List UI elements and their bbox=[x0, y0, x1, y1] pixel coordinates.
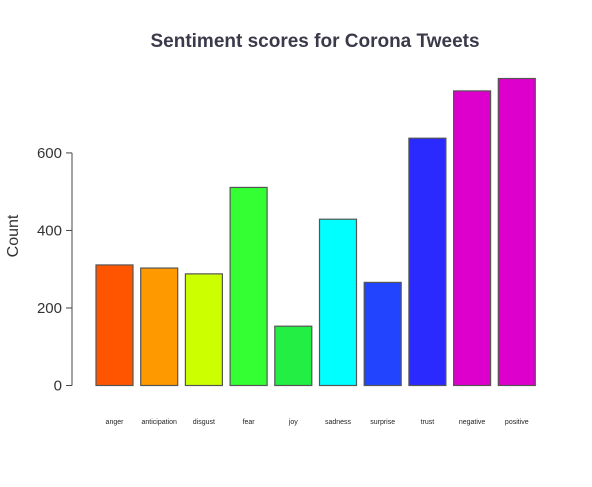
y-tick-label: 400 bbox=[37, 222, 62, 239]
bar-negative bbox=[453, 90, 492, 387]
bar-anticipation bbox=[140, 267, 179, 387]
bar-surprise bbox=[363, 281, 402, 387]
x-tick-label-disgust: disgust bbox=[193, 419, 215, 426]
chart-title: Sentiment scores for Corona Tweets bbox=[150, 31, 479, 52]
bar-trust bbox=[408, 137, 447, 387]
y-tick-label: 200 bbox=[37, 300, 62, 317]
x-tick-label-positive: positive bbox=[505, 419, 529, 426]
x-tick-label-trust: trust bbox=[421, 419, 435, 426]
x-tick-label-anticipation: anticipation bbox=[141, 419, 177, 426]
bar-joy bbox=[274, 325, 313, 387]
x-tick-label-anger: anger bbox=[106, 419, 125, 426]
x-tick-label-negative: negative bbox=[459, 419, 486, 426]
bar-positive bbox=[497, 77, 536, 387]
bar-disgust bbox=[184, 273, 223, 387]
y-axis: 0 200 400 600 bbox=[37, 145, 73, 395]
x-tick-label-sadness: sadness bbox=[325, 419, 352, 426]
bar-anger bbox=[95, 264, 134, 387]
y-tick-label: 600 bbox=[37, 145, 62, 162]
bar-fear bbox=[229, 186, 268, 387]
x-tick-labels: anger anticipation disgust fear joy sadness su… bbox=[106, 419, 529, 426]
x-tick-label-fear: fear bbox=[243, 419, 256, 426]
bars-group bbox=[95, 77, 536, 387]
x-tick-label-surprise: surprise bbox=[370, 419, 395, 426]
x-tick-label-joy: joy bbox=[288, 419, 298, 426]
y-axis-label: Count bbox=[5, 214, 22, 257]
y-tick-label: 0 bbox=[54, 378, 62, 395]
bar-sadness bbox=[318, 218, 358, 387]
